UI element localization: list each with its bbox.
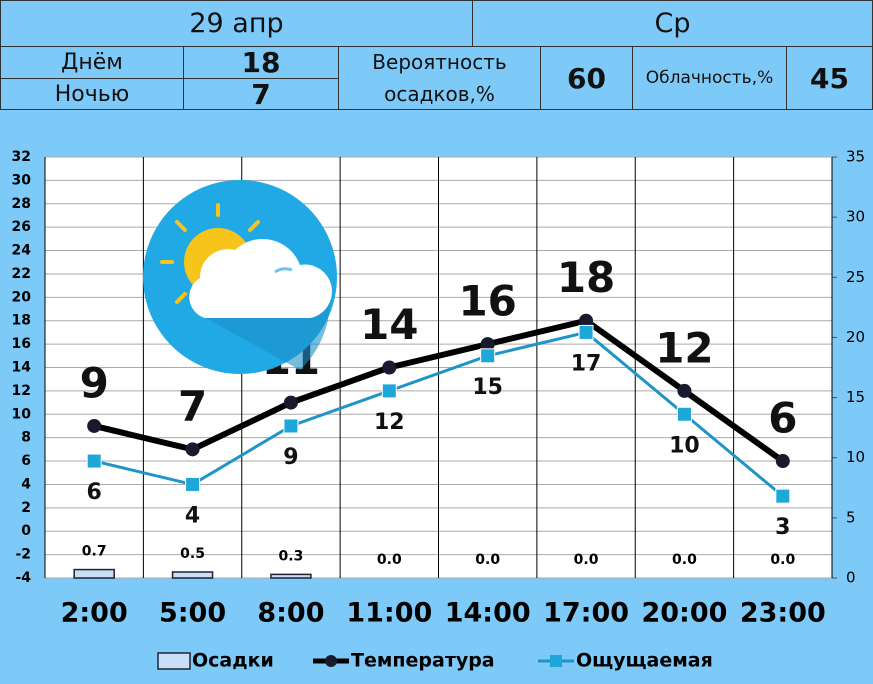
precip-bar [270, 573, 312, 579]
y-tick-label: 24 [12, 243, 32, 259]
point [382, 360, 397, 375]
line [93, 317, 785, 464]
point [775, 454, 790, 469]
y-tick-label: 2 [21, 500, 31, 516]
precip-label: 0.5 [180, 546, 205, 562]
y-tick-label: 6 [21, 453, 31, 469]
y-tick-label: 28 [12, 196, 31, 212]
y-tick-label: 8 [21, 430, 31, 446]
x-tick-label: 11:00 [346, 598, 432, 629]
precip-bar [73, 568, 115, 579]
point [381, 383, 397, 399]
legend-swatch [550, 655, 562, 667]
line [93, 330, 784, 498]
precip-label: 0.0 [475, 552, 500, 568]
precip-label: 0.0 [672, 552, 697, 568]
y-tick-label: 16 [12, 336, 31, 352]
data-label: 12 [374, 410, 405, 435]
weather-icon [143, 180, 337, 374]
point [480, 337, 495, 352]
y2-tick-label: 15 [846, 388, 865, 406]
point [283, 395, 298, 410]
y-tick-label: 14 [12, 360, 32, 376]
x-tick-label: 2:00 [61, 598, 128, 629]
data-label: 4 [185, 503, 200, 528]
point [283, 418, 299, 434]
point [86, 453, 102, 469]
y2-tick-label: 5 [846, 508, 856, 526]
day-label: Днём [0, 46, 184, 79]
x-tick-label: 14:00 [445, 598, 531, 629]
y2-tick-label: 20 [846, 328, 865, 346]
x-tick-label: 17:00 [543, 598, 629, 629]
precip-bar [171, 571, 214, 579]
y2-tick-label: 10 [846, 448, 865, 466]
legend-swatch [157, 652, 191, 670]
y-tick-label: -4 [15, 570, 31, 586]
data-label: 15 [472, 375, 503, 400]
y2-tick-label: 35 [846, 148, 865, 166]
precip-prob-label: Вероятность осадков,% [338, 46, 541, 110]
y-tick-label: 0 [21, 523, 31, 539]
x-tick-label: 8:00 [257, 598, 324, 629]
data-label: 9 [283, 445, 298, 470]
y-tick-label: 18 [12, 313, 31, 329]
point [185, 476, 201, 492]
y-tick-label: 10 [12, 406, 32, 422]
y2-tick-label: 30 [846, 208, 865, 226]
data-label: 18 [557, 253, 615, 302]
point [775, 488, 791, 504]
point [185, 442, 200, 457]
data-label: 16 [458, 277, 516, 326]
y-tick-label: -2 [15, 547, 31, 563]
y-tick-label: 26 [12, 219, 31, 235]
y2-tick-label: 0 [846, 569, 856, 587]
point [480, 348, 496, 364]
point [578, 324, 594, 340]
precip-label: 0.0 [770, 552, 795, 568]
y-tick-label: 32 [12, 149, 31, 165]
precip-label: 0.0 [574, 552, 599, 568]
data-label: 7 [178, 382, 207, 431]
cloud-value: 45 [786, 46, 873, 110]
legend-label: Осадки [192, 650, 274, 672]
data-label: 9 [80, 358, 109, 407]
x-tick-label: 20:00 [641, 598, 727, 629]
data-label: 6 [768, 394, 797, 443]
precip-label: 0.3 [279, 548, 304, 564]
data-label: 6 [87, 480, 102, 505]
y-tick-label: 12 [12, 383, 31, 399]
y-tick-label: 4 [21, 476, 31, 492]
precip-label: 0.7 [82, 544, 107, 560]
point [676, 406, 692, 422]
point [677, 383, 692, 398]
legend-label: Ощущаемая [576, 650, 713, 672]
data-label: 3 [775, 515, 790, 540]
legend-swatch [325, 655, 337, 667]
precip-label: 0.0 [377, 552, 402, 568]
y-tick-label: 30 [12, 172, 32, 188]
data-label: 14 [360, 300, 418, 349]
point [87, 418, 102, 433]
legend-label: Температура [351, 650, 495, 672]
y-tick-label: 22 [12, 266, 31, 282]
data-label: 12 [655, 323, 713, 372]
point [579, 313, 594, 328]
x-tick-label: 23:00 [740, 598, 826, 629]
data-label: 10 [669, 433, 700, 458]
data-label: 17 [571, 351, 602, 376]
y2-tick-label: 25 [846, 268, 865, 286]
y-tick-label: 20 [12, 289, 32, 305]
x-tick-label: 5:00 [159, 598, 226, 629]
